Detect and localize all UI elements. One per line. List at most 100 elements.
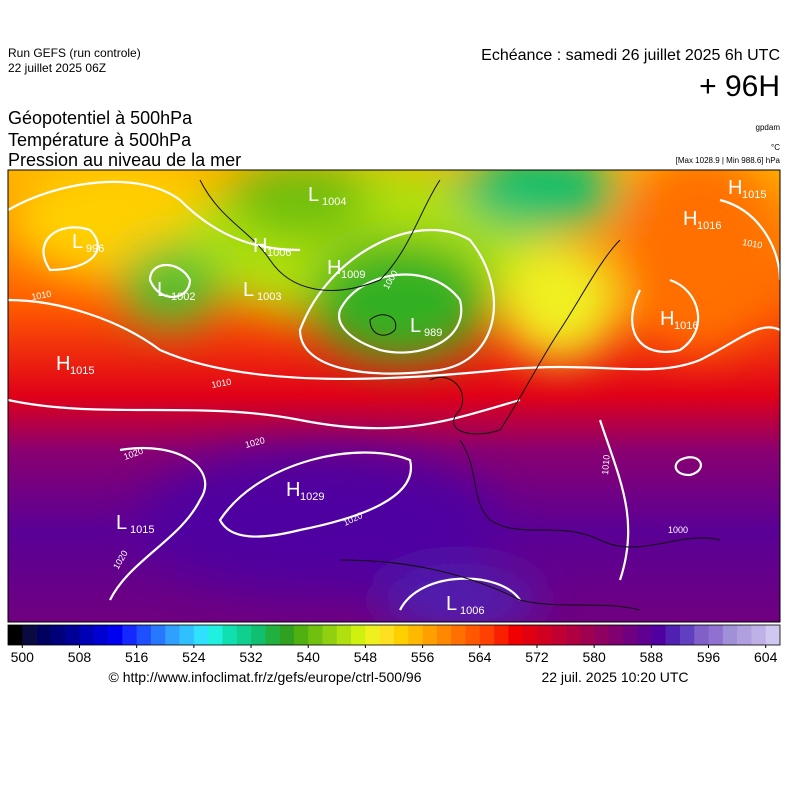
- title-line: Température à 500hPa: [8, 130, 192, 150]
- colorbar-tick-label: 532: [239, 649, 263, 665]
- colorbar-bin: [765, 625, 781, 645]
- pressure-center-value: 996: [86, 243, 104, 255]
- colorbar-bin: [622, 625, 638, 645]
- isobar-label: 1010: [31, 289, 52, 302]
- colorbar-tick-label: 604: [754, 649, 778, 665]
- colorbar-bin: [522, 625, 538, 645]
- lead-time: + 96H: [699, 70, 780, 103]
- pressure-center-value: 989: [424, 327, 442, 339]
- colorbar-tick-label: 508: [68, 649, 92, 665]
- colorbar-tick-label: 500: [11, 649, 35, 665]
- colorbar-tick-label: 524: [182, 649, 206, 665]
- pressure-center-letter: H: [660, 308, 674, 330]
- colorbar-bin: [465, 625, 481, 645]
- pressure-center-value: 1009: [341, 269, 365, 281]
- colorbar-tick-label: 540: [297, 649, 321, 665]
- colorbar-bin: [608, 625, 624, 645]
- colorbar-bin: [679, 625, 695, 645]
- unit-label: °C: [771, 143, 780, 152]
- coastlines: [199, 179, 721, 611]
- isobar-label: 1010: [600, 454, 612, 475]
- pressure-center-letter: H: [327, 257, 341, 279]
- colorbar-bin: [351, 625, 366, 645]
- colorbar-tick-label: 596: [697, 649, 721, 665]
- unit-label: [Max 1028.9 | Min 988.6] hPa: [676, 156, 781, 165]
- colorbar-bin: [193, 625, 209, 645]
- valid-time: Echéance : samedi 26 juillet 2025 6h UTC: [481, 47, 780, 64]
- pressure-center-value: 1029: [300, 491, 324, 503]
- pressure-center-value: 1006: [267, 247, 291, 259]
- colorbar-bin: [637, 625, 652, 645]
- colorbar-bin: [722, 625, 738, 645]
- colorbar-bin: [479, 625, 495, 645]
- colorbar-bin: [150, 625, 166, 645]
- colorbar-bin: [108, 625, 123, 645]
- colorbar-bin: [494, 625, 509, 645]
- colorbar-bin: [122, 625, 137, 645]
- colorbar-bin: [594, 625, 609, 645]
- colorbar-bin: [394, 625, 409, 645]
- colorbar-bin: [293, 625, 309, 645]
- colorbar-bin: [165, 625, 180, 645]
- colorbar-bin: [322, 625, 338, 645]
- colorbar-bin: [737, 625, 752, 645]
- colorbar-bin: [208, 625, 223, 645]
- colorbar-bin: [179, 625, 195, 645]
- colorbar-bin: [251, 625, 266, 645]
- colorbar-tick-label: 516: [125, 649, 149, 665]
- title-line: Pression au niveau de la mer: [8, 150, 241, 170]
- pressure-center-letter: L: [410, 315, 421, 337]
- pressure-center-letter: L: [308, 184, 319, 206]
- title-line: Géopotentiel à 500hPa: [8, 108, 193, 128]
- colorbar-bin: [551, 625, 566, 645]
- colorbar-tick-label: 556: [411, 649, 435, 665]
- isobar-label: 1010: [211, 377, 232, 390]
- field-shading: [10, 170, 780, 622]
- pressure-center-value: 1002: [171, 291, 195, 303]
- colorbar-tick-label: 572: [525, 649, 549, 665]
- pressure-center-value: 1016: [697, 220, 721, 232]
- pressure-center-value: 1006: [460, 605, 484, 617]
- colorbar-bin: [379, 625, 395, 645]
- footer-date: 22 juil. 2025 10:20 UTC: [541, 669, 688, 685]
- pressure-center-value: 1015: [70, 365, 94, 377]
- colorbar-bin: [36, 625, 52, 645]
- colorbar-bin: [408, 625, 423, 645]
- pressure-center-letter: L: [116, 512, 127, 534]
- colorbar-bin: [22, 625, 37, 645]
- colorbar-bin: [751, 625, 767, 645]
- pressure-center-value: 1015: [742, 189, 766, 201]
- colorbar-bin: [579, 625, 595, 645]
- colorbar-bin: [279, 625, 295, 645]
- pressure-center-letter: L: [72, 231, 83, 253]
- colorbar-bin: [665, 625, 681, 645]
- colorbar-bin: [422, 625, 438, 645]
- colorbar-bin: [265, 625, 280, 645]
- colorbar-bin: [236, 625, 252, 645]
- colorbar-bin: [308, 625, 323, 645]
- colorbar-bin: [536, 625, 552, 645]
- run-name: Run GEFS (run controle): [8, 46, 141, 60]
- colorbar-bin: [222, 625, 238, 645]
- isobar-label: 1000: [668, 525, 688, 535]
- colorbar-bin: [508, 625, 523, 645]
- pressure-center-letter: H: [728, 177, 742, 199]
- colorbar-bin: [365, 625, 381, 645]
- colorbar-bin: [79, 625, 95, 645]
- pressure-center-value: 1016: [674, 320, 698, 332]
- pressure-center-letter: L: [446, 593, 457, 615]
- run-date: 22 juillet 2025 06Z: [8, 61, 106, 75]
- colorbar-tick-label: 564: [468, 649, 492, 665]
- colorbar-bin: [336, 625, 352, 645]
- colorbar-bin: [565, 625, 581, 645]
- pressure-center-letter: H: [683, 208, 697, 230]
- pressure-center-value: 1004: [322, 196, 346, 208]
- colorbar-bin: [50, 625, 66, 645]
- colorbar-bin: [93, 625, 109, 645]
- colorbar-bin: [708, 625, 724, 645]
- colorbar-bin: [436, 625, 452, 645]
- pressure-center-letter: H: [253, 235, 267, 257]
- isobar-label: 1010: [742, 237, 763, 250]
